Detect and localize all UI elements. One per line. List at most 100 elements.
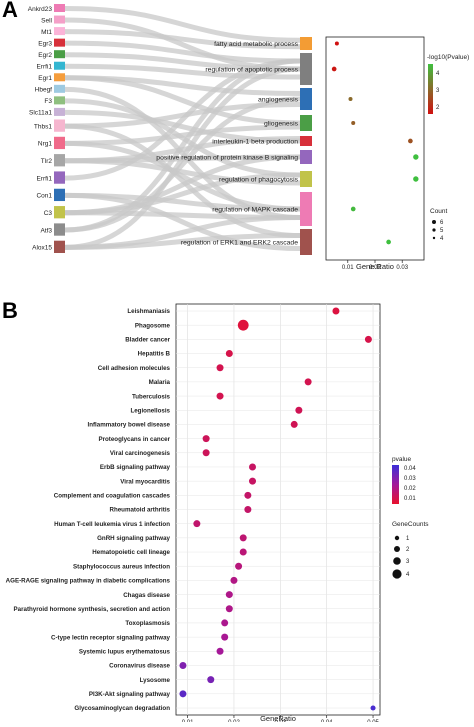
gene-label: F3 [44,98,52,105]
gene-label: Con1 [36,193,52,200]
category-label: Hepatitis B [138,351,171,358]
category-label: Coronavirus disease [109,663,170,670]
term-node [300,171,312,187]
term-dot [351,121,356,125]
gene-label: Errfi1 [36,175,52,182]
x-tick-label: 0.01 [342,265,354,271]
term-dot [331,66,337,72]
category-label: Rheumatoid arthritis [109,507,170,514]
legend-b-size-tick: 3 [406,559,410,565]
pathway-dot [239,534,247,542]
pathway-dot [304,378,312,386]
dotplot-a-x-ticks: 0.01 0.02 0.03 [342,260,409,271]
term-label: positive regulation of protein kinase B … [156,154,298,161]
gene-node [54,171,65,184]
pathway-dot [244,506,252,513]
term-dot [334,41,339,46]
pathway-dot [193,520,201,528]
gene-node [54,119,65,132]
category-label: Legionellosis [130,407,170,414]
pathway-dot [364,335,372,343]
gene-node [54,136,65,150]
x-tick-label: 0.02 [369,265,381,271]
category-label: Hematopoietic cell lineage [92,549,170,556]
gene-label: Sell [41,17,52,24]
sankey-diagram: Ankrd23 Sell Mt1 Egr3 Egr2 Errfi1 Egr1 Hbegf F3 S… [28,4,312,255]
term-label: interleukin-1 beta production [212,138,298,145]
sankey-link [64,98,301,178]
gene-label: C3 [44,210,53,217]
sankey-link [64,6,301,43]
term-node [300,53,312,85]
dotplot-a-xlabel: Gene.Ratio [356,262,394,271]
pathway-dot [235,562,243,570]
legend-a-size-dot [432,220,436,224]
legend-a-size: Count 6 5 4 [430,208,448,242]
x-tick-label: 0.03 [396,265,408,271]
category-label: Bladder cancer [125,337,170,344]
category-label: Lysosome [140,677,171,684]
term-node [300,88,312,110]
sankey-link [64,96,301,233]
gene-node [54,15,65,24]
category-label: GnRH signaling pathway [97,535,170,542]
sankey-link [64,75,301,126]
term-label: gliogenesis [264,120,299,127]
pathway-dot [221,619,229,627]
term-node [300,136,312,146]
legend-a-size-dot [432,236,436,240]
category-label: PI3K-Akt signaling pathway [89,691,171,698]
pathway-dot [225,591,233,599]
pathway-dot [239,548,247,556]
legend-b-size: GeneCounts 1 2 3 4 [392,521,429,579]
term-node [300,229,312,255]
category-label: Viral carcinogenesis [110,450,171,457]
panel-b-label: B [2,298,18,323]
pathway-dot [216,364,224,372]
term-dot [413,176,419,182]
category-label: AGE-RAGE signaling pathway in diabetic c… [6,578,171,585]
category-label: Proteoglycans in cancer [98,436,170,443]
gene-label: Tlr2 [41,158,53,165]
legend-b-color: pvalue 0.04 0.03 0.02 0.01 [392,456,416,504]
term-node [300,37,312,50]
term-label: fatty acid metabolic process [214,41,298,48]
category-label: Malaria [149,379,171,386]
pathway-dot [221,633,229,641]
gene-label: Alox15 [32,245,52,252]
pathway-dot [244,491,252,499]
gene-node [54,96,65,105]
gene-node [54,188,65,202]
dotplot-a-frame [325,36,425,261]
sankey-link [64,233,301,250]
pathway-dot [249,463,256,471]
legend-a-size-tick: 6 [440,220,444,226]
term-dot [386,239,391,245]
pathway-dot [295,406,303,414]
pathway-dot [370,705,376,711]
legend-b-tick: 0.03 [404,476,416,482]
category-label: Phagosome [135,322,171,329]
dotplot-b-xlabel: GeneRatio [260,714,296,722]
gene-node [54,107,65,116]
gene-node [54,50,65,59]
legend-b-size-title: GeneCounts [392,521,429,528]
legend-b-size-dot [393,557,401,565]
legend-b-tick: 0.02 [404,486,416,492]
pathway-dot [249,477,256,485]
gene-node [54,240,65,253]
gene-node [54,38,65,47]
category-label: Toxoplasmosis [125,620,170,627]
category-label: ErbB signaling pathway [100,464,171,471]
term-node [300,192,312,226]
category-label: Staphylococcus aureus infection [73,563,170,570]
legend-a-tick: 3 [436,88,440,94]
term-label: regulation of MAPK cascade [212,206,298,213]
pathway-dot [225,605,233,613]
gene-node [54,223,65,236]
term-label: regulation of phagocytosis [219,176,299,183]
pathway-dot [207,676,215,684]
legend-b-colorbar [392,465,399,504]
sankey-link [64,158,301,186]
legend-a-size-dot [432,228,436,232]
